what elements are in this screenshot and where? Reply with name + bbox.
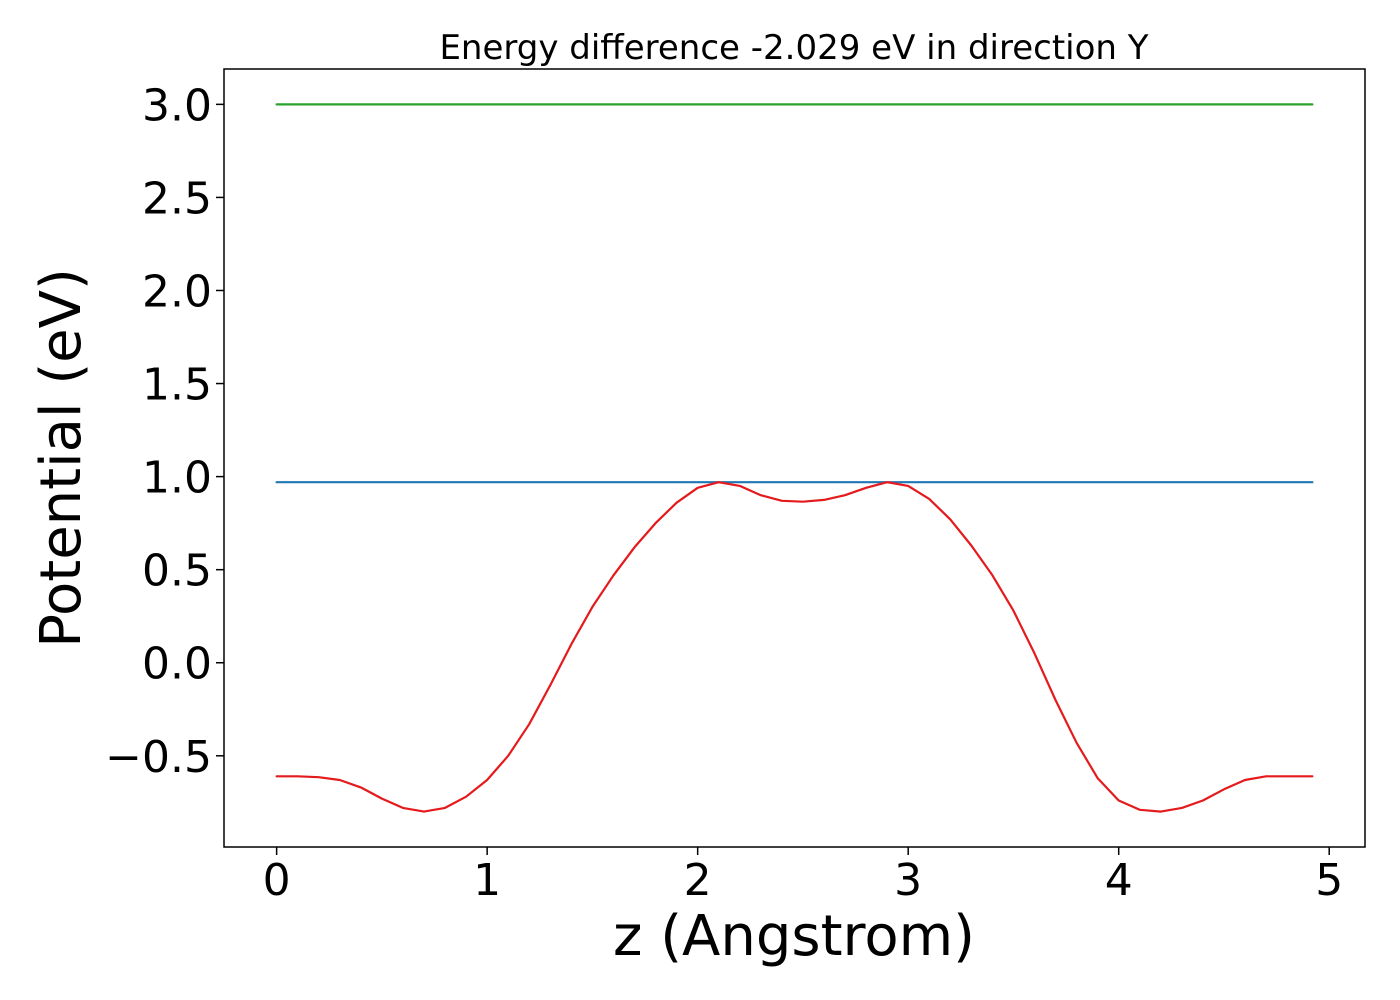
x-tick-label: 2 [684,855,712,906]
y-tick-label: −0.5 [105,732,212,783]
plot-lines [275,103,1314,813]
x-axis-label: z (Angstrom) [613,904,975,969]
y-tick-label: 2.5 [142,173,212,224]
x-axis-ticks: 0 1 2 3 4 5 [263,847,1343,906]
chart-title: Energy difference -2.029 eV in direction… [439,28,1148,68]
x-tick-label: 3 [894,855,922,906]
x-tick-label: 4 [1105,855,1133,906]
y-tick-label: 0.5 [142,546,212,597]
y-tick-label: 3.0 [142,80,212,131]
y-axis-label: Potential (eV) [29,268,94,648]
x-tick-label: 1 [473,855,501,906]
y-axis-ticks: −0.5 0.0 0.5 1.0 1.5 2.0 2.5 3.0 [105,80,224,783]
y-tick-label: 2.0 [142,266,212,317]
y-tick-label: 1.0 [142,453,212,504]
y-tick-label: 0.0 [142,639,212,690]
x-tick-label: 0 [263,855,291,906]
series-line-3 [275,481,1314,813]
y-tick-label: 1.5 [142,360,212,411]
plot-frame [223,68,1366,848]
x-tick-label: 5 [1315,855,1343,906]
